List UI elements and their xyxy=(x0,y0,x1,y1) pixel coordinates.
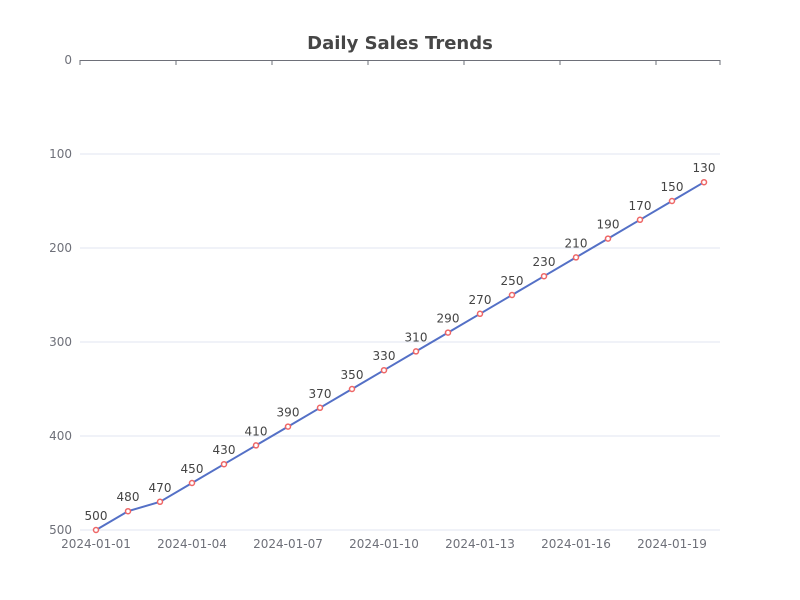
data-point xyxy=(92,526,100,534)
x-tick-label: 2024-01-16 xyxy=(541,537,611,551)
data-point xyxy=(156,498,164,506)
data-label: 150 xyxy=(661,180,684,194)
data-label: 290 xyxy=(437,312,460,326)
chart-title: Daily Sales Trends xyxy=(307,33,493,54)
data-point xyxy=(476,310,484,318)
x-tick-label: 2024-01-01 xyxy=(61,537,131,551)
data-point xyxy=(700,178,708,186)
data-label: 310 xyxy=(405,330,428,344)
y-tick-label: 500 xyxy=(49,523,72,537)
x-tick-label: 2024-01-10 xyxy=(349,537,419,551)
data-point xyxy=(252,442,260,449)
x-axis: 2024-01-01 2024-01-04 2024-01-07 2024-01-10… xyxy=(61,60,721,551)
data-point xyxy=(412,348,420,355)
data-point xyxy=(284,423,292,430)
data-point xyxy=(220,460,228,468)
data-point xyxy=(316,404,324,412)
data-label: 210 xyxy=(565,236,588,250)
data-label: 470 xyxy=(149,481,172,495)
x-tick-label: 2024-01-19 xyxy=(637,537,707,551)
data-label: 250 xyxy=(501,274,524,288)
series-line xyxy=(95,181,705,531)
line-series xyxy=(92,178,708,534)
data-point xyxy=(444,329,452,336)
data-label: 370 xyxy=(309,387,332,401)
y-tick-label: 300 xyxy=(49,335,72,349)
data-label: 330 xyxy=(373,349,396,363)
data-point xyxy=(348,385,356,393)
data-point xyxy=(636,216,644,224)
data-label: 170 xyxy=(629,199,652,213)
data-point xyxy=(604,235,612,242)
data-label: 430 xyxy=(213,443,236,457)
data-label: 270 xyxy=(469,293,492,307)
data-label: 450 xyxy=(181,462,204,476)
data-labels: 500 480 470 450 430 410 390 370 350 330 310 290 270 2… xyxy=(85,161,716,523)
y-tick-label: 100 xyxy=(49,147,72,161)
x-tick-label: 2024-01-13 xyxy=(445,537,515,551)
x-tick-label: 2024-01-04 xyxy=(157,537,227,551)
data-point xyxy=(572,254,580,261)
data-label: 350 xyxy=(341,368,364,382)
data-point xyxy=(540,272,548,280)
y-tick-label: 0 xyxy=(64,53,72,67)
data-label: 130 xyxy=(693,161,716,175)
data-label: 500 xyxy=(85,509,108,523)
x-tick-label: 2024-01-07 xyxy=(253,537,323,551)
data-label: 480 xyxy=(117,490,140,504)
grid-lines xyxy=(80,153,720,531)
data-label: 410 xyxy=(245,424,268,438)
data-point xyxy=(188,479,196,487)
data-label: 190 xyxy=(597,218,620,232)
data-point xyxy=(380,366,388,374)
y-tick-label: 200 xyxy=(49,241,72,255)
data-point xyxy=(508,291,516,299)
data-point xyxy=(124,507,132,515)
y-tick-label: 400 xyxy=(49,429,72,443)
data-point xyxy=(668,197,676,205)
data-label: 390 xyxy=(277,406,300,420)
data-label: 230 xyxy=(533,255,556,269)
y-axis: 0 100 200 300 400 500 xyxy=(49,53,72,537)
